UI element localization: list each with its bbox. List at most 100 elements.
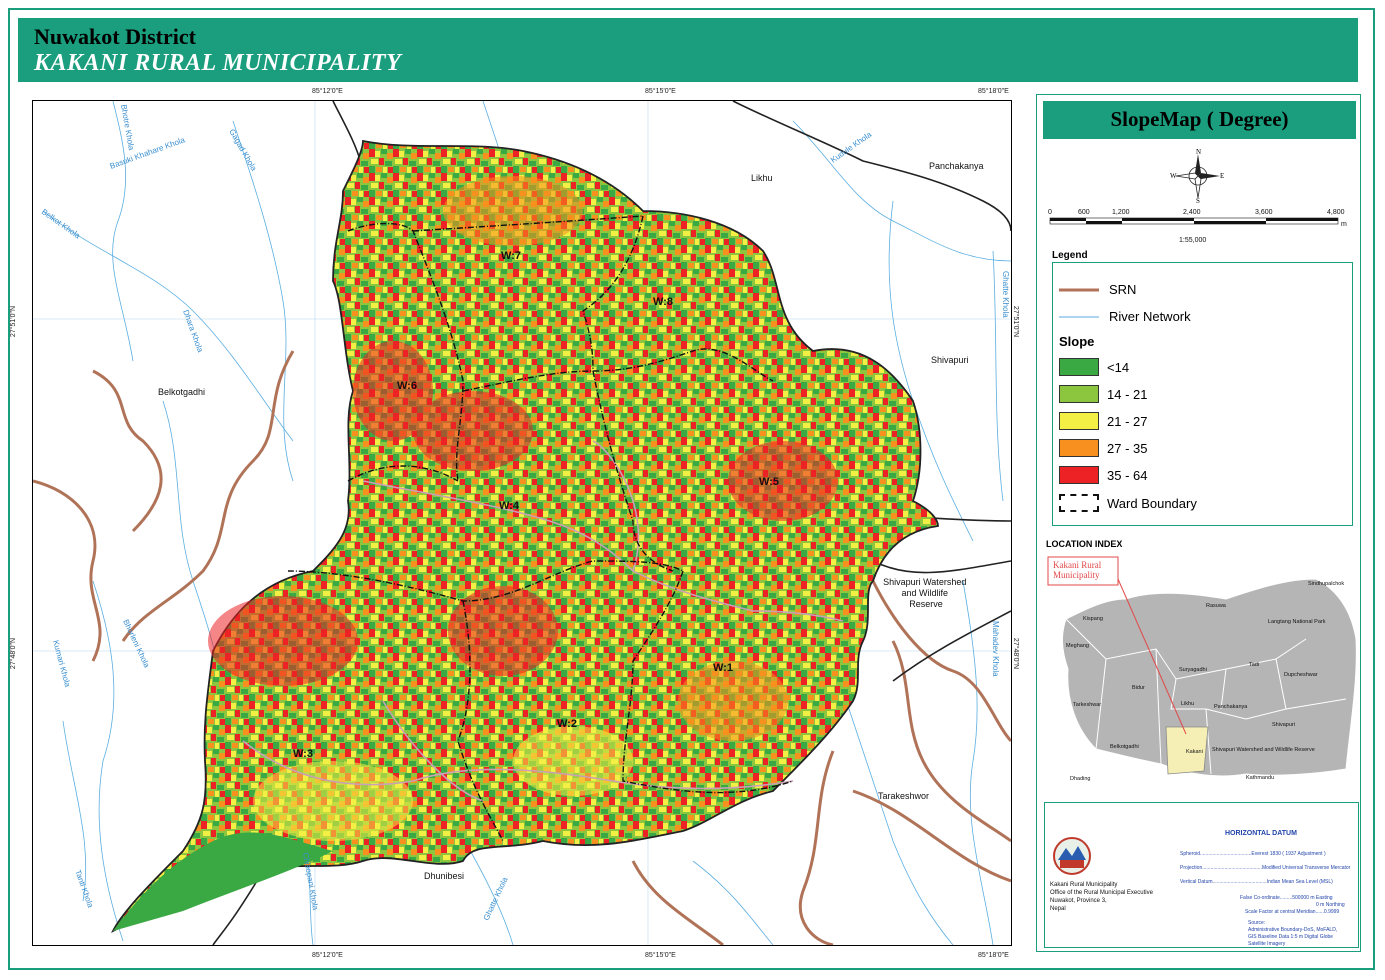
nepal-emblem-icon	[1053, 837, 1091, 875]
ward-label: W:2	[557, 718, 577, 730]
north-arrow-icon: N S W E	[1170, 148, 1224, 204]
ward-label: W:6	[397, 380, 417, 392]
side-panel	[1036, 94, 1361, 952]
east-letter: E	[1220, 172, 1224, 180]
place-label: Shivapuri Watershed and Wildlife Reserve	[883, 577, 969, 609]
ward-label: W:7	[501, 250, 521, 262]
kakani-highlight	[1165, 726, 1209, 775]
loc-name: Shivapuri	[1272, 722, 1295, 728]
coord-bottom-1: 85°12'0"E	[312, 952, 343, 959]
north-letter: N	[1196, 148, 1201, 156]
loc-name: Tadi	[1249, 662, 1259, 668]
loc-name: Panchakanya	[1214, 704, 1248, 710]
loc-name: Sindhupalchok	[1308, 581, 1344, 587]
coord-left-1: 27°51'0"N	[10, 305, 18, 338]
low-slope-zone	[113, 832, 333, 931]
legend-river-label: River Network	[1109, 309, 1191, 324]
false-coord: 0 m Northing	[1316, 902, 1345, 908]
ward-label: W:8	[653, 296, 673, 308]
slope-map: W:7 W:8 W:6 W:5 W:4 W:1 W:2 W:3 Likhu Pa…	[32, 100, 1012, 946]
coord-top-1: 85°12'0"E	[312, 88, 343, 95]
loc-name: Meghang	[1066, 643, 1089, 649]
false-coord: Scale Factor at central Meridian......0.…	[1245, 909, 1340, 915]
srn-roads	[33, 350, 1011, 945]
callout-label: Kakani Rural Municipality	[1053, 560, 1103, 580]
loc-name: Shivapuri Watershed and Wildlife Reserve	[1212, 747, 1315, 753]
river-label: Belkot Khola	[40, 207, 82, 240]
datum-row: Spheroid................................…	[1180, 851, 1326, 857]
scale-tick: 1,200	[1112, 209, 1130, 216]
ward-label: W:5	[759, 476, 779, 488]
scale-tick: 3,600	[1255, 209, 1273, 216]
slope-swatch	[1059, 385, 1099, 403]
legend-ward: Ward Boundary	[1059, 494, 1197, 512]
office-line: Nepal	[1050, 906, 1066, 912]
office-line: Kakani Rural Municipality	[1050, 882, 1118, 888]
river-label: Bhotre Khola	[119, 104, 136, 152]
slope-swatch	[1059, 466, 1099, 484]
loc-name: Kispang	[1083, 616, 1103, 622]
river-line-icon	[1059, 316, 1099, 317]
coord-top-2: 85°15'0"E	[645, 88, 676, 95]
source-line: GIS Baseline Data 1:5 m Digital Globe	[1248, 934, 1334, 940]
loc-name: Kakani	[1186, 749, 1203, 755]
source-line: Administrative Boundary-DoS, MoFALD,	[1248, 927, 1338, 933]
coord-right-1: 27°51'0"N	[1012, 305, 1020, 338]
legend-slope-row: 21 - 27	[1059, 412, 1147, 430]
ward-label: W:3	[293, 748, 313, 760]
datum-row: Projection..............................…	[1180, 865, 1351, 871]
false-coord: False Co-ordinate.........500000 m Easti…	[1240, 895, 1333, 901]
legend-srn-label: SRN	[1109, 282, 1137, 297]
datum-row: Vertical Datum..........................…	[1180, 879, 1333, 885]
place-label: Shivapuri	[931, 355, 969, 365]
river-label: Ghatte Khola	[482, 875, 510, 922]
location-index-title: LOCATION INDEX	[1046, 539, 1123, 549]
ward-boundary-swatch	[1059, 494, 1099, 512]
loc-name: Belkotgadhi	[1110, 744, 1139, 750]
river-label: Dhara Khola	[181, 309, 205, 354]
source-line: Source:	[1248, 920, 1266, 926]
river-label: Kumari Khola	[51, 639, 72, 688]
title-banner: Nuwakot District KAKANI RURAL MUNICIPALI…	[18, 18, 1358, 82]
panel-title: SlopeMap ( Degree)	[1110, 107, 1289, 131]
south-letter: S	[1196, 197, 1200, 204]
scale-bar: 0 600 1,200 2,400 3,600 4,800 m 1:55,000	[1048, 209, 1347, 244]
municipality-title: KAKANI RURAL MUNICIPALITY	[34, 50, 402, 76]
district-title: Nuwakot District	[34, 24, 196, 49]
slope-class-label: 27 - 35	[1107, 440, 1148, 456]
map-canvas: W:7 W:8 W:6 W:5 W:4 W:1 W:2 W:3 Likhu Pa…	[33, 101, 1011, 945]
scale-unit: m	[1341, 221, 1347, 228]
slope-class-label: 14 - 21	[1107, 386, 1148, 402]
loc-name: Langtang National Park	[1268, 619, 1326, 625]
legend-slope-row: 14 - 21	[1059, 385, 1147, 403]
river-label: Mahadev Khola	[991, 621, 1000, 677]
place-label: Dhunibesi	[424, 871, 464, 881]
location-index-map: Kakani Rural Municipality Sindhupalchok …	[1046, 549, 1358, 791]
slope-class-label: 35 - 64	[1107, 467, 1148, 483]
datum-box	[1044, 802, 1359, 948]
legend-slope-row: 27 - 35	[1059, 439, 1147, 457]
place-label: Tarakeshwor	[878, 791, 929, 801]
inner-roads	[242, 440, 844, 802]
west-letter: W	[1170, 172, 1177, 180]
scale-tick: 2,400	[1183, 209, 1201, 216]
panel-title-bar: SlopeMap ( Degree)	[1043, 101, 1356, 139]
srn-line-icon	[1059, 288, 1099, 291]
river-label: Gagad Khola	[227, 128, 258, 173]
loc-name: Dupcheshwar	[1284, 672, 1318, 678]
legend-slope-row: <14	[1059, 358, 1129, 376]
ward-label: W:1	[713, 662, 733, 674]
legend-box	[1052, 262, 1353, 526]
ward-boundaries	[287, 215, 794, 842]
coord-left-2: 27°48'0"N	[10, 637, 18, 670]
slope-swatch	[1059, 358, 1099, 376]
slope-swatch	[1059, 412, 1099, 430]
loc-name: Suryagadhi	[1179, 667, 1207, 673]
place-label: Belkotgadhi	[158, 387, 205, 397]
loc-name: Kathmandu	[1246, 775, 1274, 781]
location-index-canvas: Kakani Rural Municipality Sindhupalchok …	[1047, 556, 1357, 782]
loc-name: Bidur	[1132, 685, 1145, 691]
scale-tick: 0	[1048, 209, 1052, 216]
coord-top-3: 85°18'0"E	[978, 88, 1009, 95]
page-frame	[8, 8, 1375, 970]
